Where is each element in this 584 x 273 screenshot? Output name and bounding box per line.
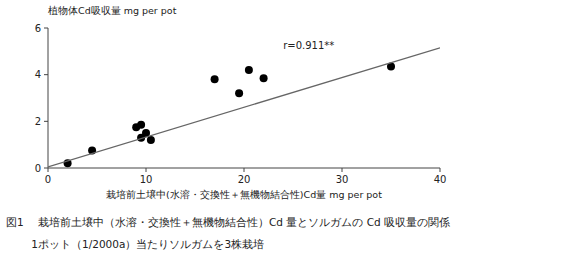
y-axis-label: 植物体Cd吸収量 mg per pot (48, 5, 177, 16)
x-tick (342, 168, 343, 172)
x-tick (146, 168, 147, 172)
x-axis-label: 栽培前土壌中(水溶・交換性＋無機物結合性)Cd量 mg per pot (106, 189, 382, 200)
x-tick (244, 168, 245, 172)
y-tick-label: 6 (35, 23, 41, 34)
regression-line (48, 48, 440, 167)
y-tick-label: 4 (35, 69, 41, 80)
x-tick-label: 20 (238, 174, 251, 185)
x-tick (440, 168, 441, 172)
y-axis-line (48, 28, 49, 168)
scatter-point (235, 89, 243, 97)
scatter-point (245, 66, 253, 74)
plot-area (48, 48, 440, 168)
x-tick-label: 40 (434, 174, 447, 185)
chart: 0 10 20 30 40 0 2 4 6 植物体Cd吸収量 mg per pot 栽培前土壌中(水… (0, 0, 584, 273)
scatter-point (137, 121, 145, 129)
scatter-point (211, 75, 219, 83)
scatter-point (260, 74, 268, 82)
axes: 0 10 20 30 40 0 2 4 6 (35, 23, 447, 186)
x-tick-label: 0 (45, 174, 51, 185)
y-tick (44, 74, 48, 75)
scatter-point (147, 136, 155, 144)
annotation: r=0.911** (283, 40, 334, 51)
x-tick-label: 10 (140, 174, 153, 185)
caption: 1ポット（1/2000a）当たりソルガムを3株栽培 (6, 238, 264, 250)
y-tick (44, 168, 48, 169)
y-tick (44, 121, 48, 122)
x-tick-label: 30 (336, 174, 349, 185)
y-tick (44, 28, 48, 29)
y-tick-label: 2 (35, 116, 41, 127)
caption: 図1 栽培前土壌中（水溶・交換性＋無機物結合性）Cd 量とソルガムの Cd 吸収… (6, 216, 450, 228)
x-tick (48, 168, 49, 172)
y-tick-label: 0 (35, 163, 41, 174)
background (0, 0, 584, 273)
